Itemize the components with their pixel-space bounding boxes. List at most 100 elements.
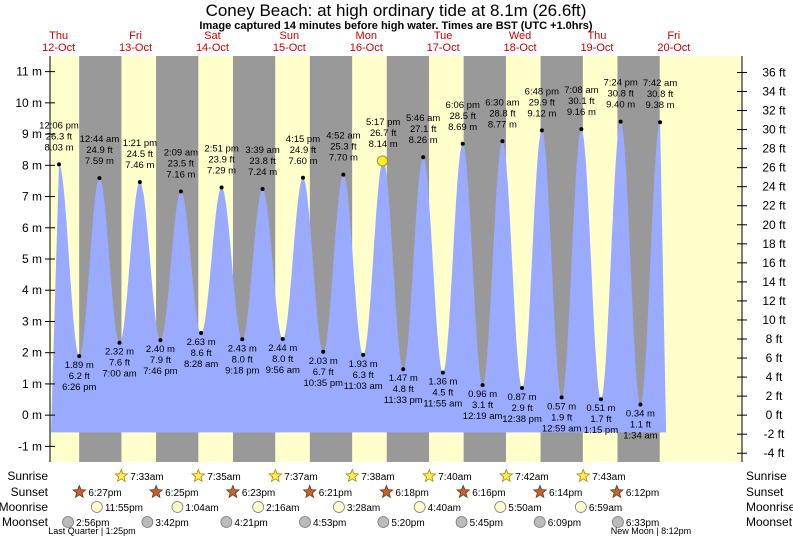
low-tide-metres: 1.89 m	[65, 360, 94, 371]
low-tide-feet: 8.0 ft	[232, 354, 253, 365]
right-tick-label: 12 ft	[762, 294, 786, 308]
low-tide-metres: 0.96 m	[468, 389, 497, 400]
left-tick-label: 5 m	[22, 252, 42, 266]
day-name: Sat	[204, 30, 221, 42]
high-tide-metres: 8.77 m	[488, 119, 517, 130]
tide-point	[658, 120, 663, 125]
astro-label-right-sunrise: Sunrise	[746, 469, 787, 483]
day-date: 20-Oct	[657, 42, 690, 54]
low-tide-metres: 1.36 m	[428, 377, 457, 388]
moonrise-time: 5:50am	[508, 503, 541, 514]
high-tide-feet: 24.5 ft	[127, 149, 154, 160]
right-tick-label: 26 ft	[762, 161, 786, 175]
moonrise-icon	[90, 501, 103, 513]
sunset-time: 6:14pm	[549, 488, 582, 499]
tide-point	[300, 175, 305, 180]
low-tide-feet: 1.7 ft	[590, 414, 611, 425]
low-tide-metres: 1.47 m	[389, 373, 418, 384]
right-tick-label: 14 ft	[762, 275, 786, 289]
high-tide-metres: 7.59 m	[85, 156, 114, 167]
sunset-icon	[609, 484, 625, 499]
sunrise-time: 7:43am	[592, 472, 625, 483]
moonrise-time: 1:04am	[185, 503, 218, 514]
low-tide-feet: 1.1 ft	[630, 420, 651, 431]
current-tide-marker	[376, 155, 388, 167]
low-tide-feet: 7.6 ft	[109, 358, 130, 369]
moonrise-icon	[413, 501, 426, 513]
low-tide-time: 9:56 am	[266, 365, 300, 376]
high-tide-feet: 23.8 ft	[249, 156, 276, 167]
high-tide-time: 4:52 am	[326, 131, 360, 142]
left-tick-label: 4 m	[22, 283, 42, 297]
day-name: Fri	[129, 30, 142, 42]
day-date: 19-Oct	[580, 42, 613, 54]
tide-point	[178, 189, 183, 194]
right-tick-label: 34 ft	[762, 85, 786, 99]
moonrise-time: 2:16am	[266, 503, 299, 514]
sunset-time: 6:27pm	[88, 488, 121, 499]
high-tide-feet: 28.8 ft	[489, 108, 516, 119]
sunrise-time: 7:37am	[284, 472, 317, 483]
high-tide-metres: 8.69 m	[448, 122, 477, 133]
high-tide-time: 6:48 pm	[525, 86, 559, 97]
right-tick-label: 24 ft	[762, 180, 786, 194]
low-tide-feet: 8.6 ft	[191, 348, 212, 359]
low-tide-metres: 0.57 m	[547, 401, 576, 412]
moon-phase-new-moon: New Moon | 8:12pm	[611, 526, 691, 536]
moonrise-icon	[171, 501, 184, 513]
tide-point	[440, 370, 445, 375]
high-tide-metres: 7.70 m	[329, 153, 358, 164]
day-name: Wed	[509, 30, 531, 42]
low-tide-metres: 1.93 m	[349, 359, 378, 370]
tide-point	[219, 185, 224, 190]
low-tide-feet: 6.2 ft	[69, 371, 90, 382]
low-tide-feet: 7.9 ft	[150, 355, 171, 366]
sunrise-icon	[345, 468, 360, 483]
moonset-time: 6:33pm	[626, 518, 659, 529]
low-tide-time: 11:03 am	[344, 381, 383, 392]
tide-curve	[49, 121, 667, 433]
tide-point	[579, 127, 584, 132]
tide-point	[260, 187, 265, 192]
high-tide-feet: 23.5 ft	[168, 159, 195, 170]
low-tide-time: 7:00 am	[102, 369, 136, 380]
high-tide-metres: 7.60 m	[288, 156, 317, 167]
low-tide-time: 6:26 pm	[62, 382, 96, 393]
right-tick-label: 0 ft	[766, 408, 783, 422]
sunrise-time: 7:38am	[361, 472, 394, 483]
tide-point	[361, 352, 366, 357]
high-tide-metres: 9.12 m	[527, 108, 556, 119]
moonset-time: 2:56pm	[76, 518, 109, 529]
high-tide-time: 6:06 pm	[446, 100, 480, 111]
low-tide-time: 9:18 pm	[225, 365, 259, 376]
high-tide-feet: 25.3 ft	[330, 142, 357, 153]
sunset-icon	[455, 484, 471, 499]
tide-point	[539, 128, 544, 133]
right-tick-label: 32 ft	[762, 104, 786, 118]
moonset-time: 3:42pm	[155, 518, 188, 529]
day-date: 13-Oct	[119, 42, 152, 54]
right-tick-label: 16 ft	[762, 256, 786, 270]
high-tide-metres: 8.03 m	[44, 142, 73, 153]
low-tide-feet: 1.9 ft	[551, 412, 572, 423]
low-tide-metres: 2.03 m	[309, 356, 338, 367]
sunrise-time: 7:33am	[130, 472, 163, 483]
moonset-time: 6:09pm	[548, 518, 581, 529]
moonrise-time: 3:28am	[347, 503, 380, 514]
high-tide-time: 7:42 am	[643, 78, 677, 89]
moonset-icon	[612, 516, 624, 528]
sunset-icon	[302, 484, 317, 499]
tide-point	[598, 397, 603, 402]
tide-point	[618, 119, 623, 124]
left-tick-label: 7 m	[22, 190, 42, 204]
high-tide-metres: 7.16 m	[166, 170, 195, 181]
day-date: 18-Oct	[504, 42, 537, 54]
high-tide-feet: 24.9 ft	[290, 145, 317, 156]
sunrise-icon	[422, 468, 437, 483]
low-tide-metres: 0.87 m	[508, 392, 537, 403]
day-labels: Thu12-OctFri13-OctSat14-OctSun15-OctMon1…	[42, 30, 690, 54]
moon-phase-last-quarter: Last Quarter | 1:25pm	[48, 526, 135, 536]
left-tick-label: 0 m	[22, 408, 42, 422]
